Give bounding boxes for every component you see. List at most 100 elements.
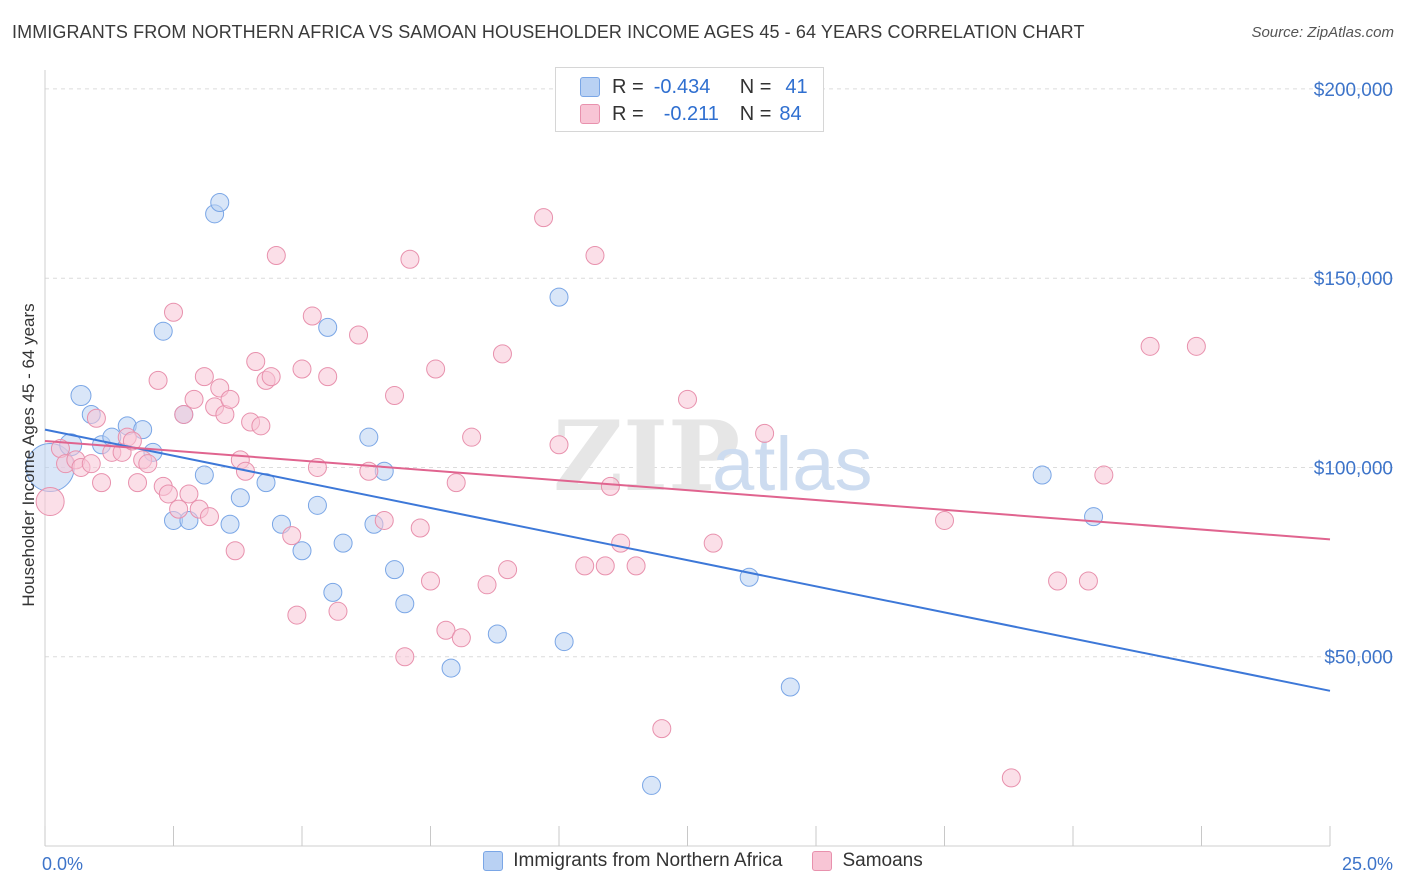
point-samoans bbox=[462, 427, 482, 447]
legend-swatch-samoans bbox=[580, 104, 600, 124]
point-immigrants bbox=[307, 495, 327, 515]
point-immigrants bbox=[230, 488, 250, 508]
point-immigrants bbox=[780, 677, 800, 697]
point-samoans bbox=[128, 473, 148, 493]
point-samoans bbox=[261, 367, 281, 387]
point-samoans bbox=[575, 556, 595, 576]
point-samoans bbox=[400, 249, 420, 269]
point-immigrants bbox=[194, 465, 214, 485]
x-tick-labels: 0.0% 25.0% bbox=[42, 854, 1393, 874]
legend-n-value: 41 bbox=[785, 75, 808, 98]
point-samoans bbox=[318, 367, 338, 387]
point-immigrants bbox=[554, 632, 574, 652]
point-samoans bbox=[585, 245, 605, 265]
legend-row-immigrants: R = -0.434 N = 41 bbox=[580, 74, 808, 100]
trend-line-samoans bbox=[44, 439, 1331, 541]
point-samoans bbox=[1094, 465, 1114, 485]
point-samoans bbox=[436, 620, 456, 640]
point-samoans bbox=[549, 435, 569, 455]
point-immigrants bbox=[1084, 507, 1104, 527]
trend-lines bbox=[44, 428, 1331, 692]
point-immigrants bbox=[292, 541, 312, 561]
legend-label-immigrants: Immigrants from Northern Africa bbox=[513, 850, 783, 871]
legend-item-samoans[interactable]: Samoans bbox=[812, 850, 923, 872]
point-samoans bbox=[179, 484, 199, 504]
point-samoans bbox=[1048, 571, 1068, 591]
point-samoans bbox=[86, 408, 106, 428]
point-samoans bbox=[194, 367, 214, 387]
point-samoans bbox=[266, 245, 286, 265]
point-samoans bbox=[1140, 336, 1160, 356]
series-legend: Immigrants from Northern Africa Samoans bbox=[0, 850, 1406, 872]
chart-title: IMMIGRANTS FROM NORTHERN AFRICA VS SAMOA… bbox=[12, 22, 1085, 42]
y-tick-label: $50,000 bbox=[1324, 648, 1393, 669]
point-samoans bbox=[138, 454, 158, 474]
point-samoans bbox=[395, 647, 415, 667]
legend-swatch-samoans bbox=[812, 851, 833, 871]
point-samoans bbox=[477, 575, 497, 595]
trend-line-immigrants bbox=[44, 428, 1331, 692]
point-samoans bbox=[282, 526, 302, 546]
watermark-atlas: atlas bbox=[712, 422, 873, 507]
point-samoans bbox=[1078, 571, 1098, 591]
point-samoans bbox=[611, 533, 631, 553]
correlation-legend: R = -0.434 N = 41 R = -0.211 N = 84 bbox=[555, 67, 824, 132]
legend-n-label: N = bbox=[739, 75, 772, 98]
y-tick-label: $100,000 bbox=[1314, 458, 1393, 479]
y-tick-labels: $50,000 $100,000 $150,000 $200,000 bbox=[1314, 80, 1393, 669]
point-samoans bbox=[755, 423, 775, 443]
legend-r-label: R = bbox=[612, 75, 644, 98]
point-samoans bbox=[492, 344, 512, 364]
y-axis-label: Householder Income Ages 45 - 64 years bbox=[19, 303, 38, 606]
y-tick-label: $200,000 bbox=[1314, 80, 1393, 101]
point-samoans bbox=[246, 351, 266, 371]
point-immigrants bbox=[1032, 465, 1052, 485]
point-samoans bbox=[446, 473, 466, 493]
point-samoans bbox=[600, 476, 620, 496]
point-samoans bbox=[225, 541, 245, 561]
source-label: Source: ZipAtlas.com bbox=[1251, 24, 1394, 41]
point-samoans bbox=[164, 302, 183, 322]
legend-r-value: -0.211 bbox=[663, 102, 719, 125]
point-samoans bbox=[426, 359, 446, 379]
point-samoans bbox=[302, 306, 322, 326]
point-samoans bbox=[199, 507, 219, 527]
point-samoans bbox=[92, 473, 112, 493]
point-immigrants bbox=[359, 427, 379, 447]
point-samoans bbox=[410, 518, 430, 538]
point-samoans bbox=[595, 556, 615, 576]
legend-swatch-immigrants bbox=[580, 77, 600, 97]
grid-lines bbox=[45, 88, 1395, 658]
point-samoans bbox=[652, 719, 672, 739]
point-samoans bbox=[1001, 768, 1021, 788]
point-immigrants bbox=[323, 582, 343, 602]
point-samoans bbox=[35, 487, 65, 517]
point-samoans bbox=[169, 499, 189, 519]
point-samoans bbox=[451, 628, 471, 648]
point-immigrants bbox=[441, 658, 461, 678]
legend-swatch-immigrants bbox=[483, 851, 504, 871]
point-samoans bbox=[935, 510, 954, 530]
point-samoans bbox=[220, 389, 240, 409]
series-samoans-points bbox=[35, 208, 1206, 788]
point-samoans bbox=[287, 605, 307, 625]
legend-label-samoans: Samoans bbox=[842, 850, 923, 871]
point-samoans bbox=[174, 404, 194, 424]
point-samoans bbox=[328, 601, 348, 621]
point-samoans bbox=[81, 454, 101, 474]
point-immigrants bbox=[385, 560, 405, 580]
point-samoans bbox=[1186, 336, 1206, 356]
point-immigrants bbox=[333, 533, 353, 553]
point-immigrants bbox=[70, 385, 92, 407]
point-samoans bbox=[385, 386, 405, 406]
watermark-zip: ZIP bbox=[553, 400, 740, 513]
legend-row-samoans: R = -0.211 N = 84 bbox=[580, 101, 802, 127]
point-samoans bbox=[534, 208, 554, 228]
point-samoans bbox=[678, 389, 697, 409]
point-immigrants bbox=[210, 192, 230, 212]
point-immigrants bbox=[153, 321, 173, 341]
x-tick-label: 0.0% bbox=[42, 854, 83, 874]
legend-item-immigrants[interactable]: Immigrants from Northern Africa bbox=[483, 850, 782, 872]
point-samoans bbox=[292, 359, 312, 379]
point-immigrants bbox=[549, 287, 569, 307]
